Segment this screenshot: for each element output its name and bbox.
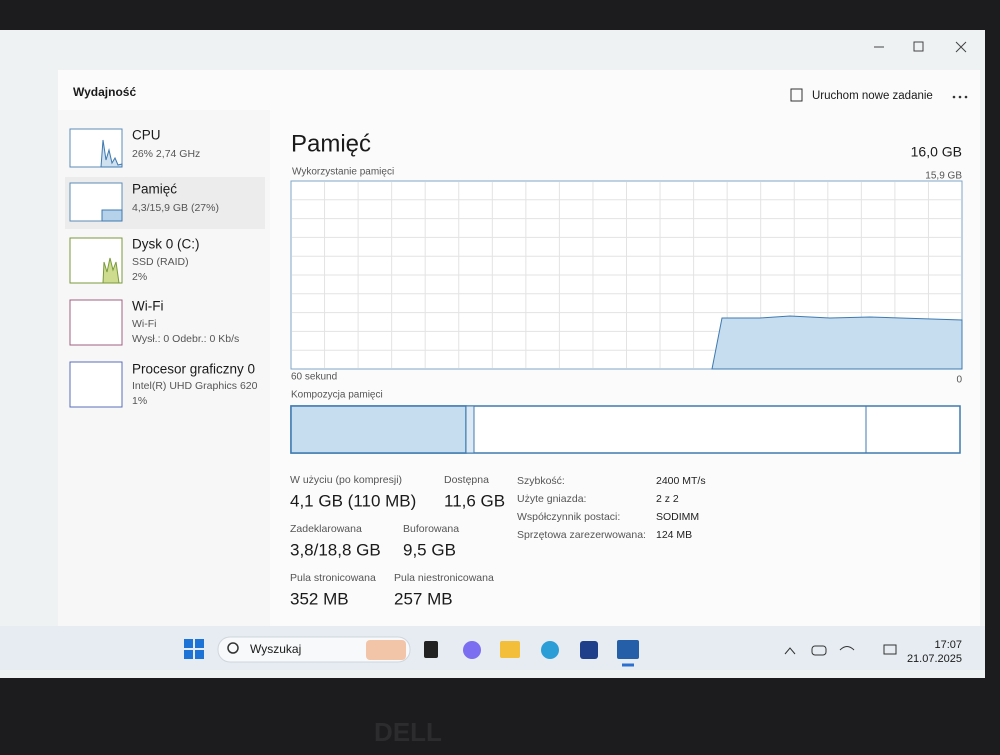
detail-value: 2400 MT/s <box>656 475 706 487</box>
app-icon[interactable] <box>617 640 639 659</box>
taskbar <box>0 626 985 670</box>
thumb-graph <box>101 209 123 222</box>
item-sub: SSD (RAID) <box>132 256 189 268</box>
item-title: Procesor graficzny 0 <box>132 362 255 377</box>
stat-value: 9,5 GB <box>403 540 456 559</box>
item-sub: Wysł.: 0 Odebr.: 0 Kb/s <box>132 333 239 345</box>
tray-icon[interactable] <box>811 645 827 656</box>
detail-label: Sprzętowa zarezerwowana: <box>517 529 646 541</box>
detail-label: Użyte gniazda: <box>517 493 586 505</box>
graph-end: 0 <box>956 375 962 386</box>
stat-value: 257 MB <box>394 589 453 608</box>
sidebar-item[interactable]: Procesor graficzny 0 Intel(R) UHD Graphi… <box>69 361 258 408</box>
composition-label: Kompozycja pamięci <box>291 390 383 401</box>
wifi-icon[interactable] <box>839 646 855 651</box>
composition-used <box>290 405 467 454</box>
detail-value: 2 z 2 <box>656 493 679 505</box>
app-icon[interactable] <box>580 641 598 659</box>
search-box[interactable] <box>217 636 411 663</box>
battery-icon[interactable] <box>883 644 897 655</box>
item-sub: Intel(R) UHD Graphics 620 <box>132 380 258 392</box>
run-task-icon[interactable] <box>790 88 803 102</box>
search-text[interactable]: Wyszukaj <box>250 642 301 656</box>
sidebar-item[interactable]: Dysk 0 (C:) SSD (RAID) 2% <box>69 237 200 284</box>
stat-label: Dostępna <box>444 474 489 486</box>
stat-label: W użyciu (po kompresji) <box>290 474 402 486</box>
total-memory: 16,0 GB <box>911 144 962 160</box>
app-icon[interactable] <box>463 641 481 659</box>
detail-label: Współczynnik postaci: <box>517 511 620 523</box>
stat-value: 3,8/18,8 GB <box>290 540 381 559</box>
item-title: Wi-Fi <box>132 299 163 314</box>
item-sub: 4,3/15,9 GB (27%) <box>132 202 219 214</box>
tray-chevron[interactable] <box>784 647 796 655</box>
detail-label: Szybkość: <box>517 475 565 487</box>
clock-time[interactable]: 17:07 <box>934 639 962 651</box>
graph-label: Wykorzystanie pamięci <box>292 167 394 178</box>
search-highlight <box>366 640 406 660</box>
thumb-graph <box>100 139 123 168</box>
sidebar-item[interactable]: Pamięć 4,3/15,9 GB (27%) <box>69 182 219 222</box>
detail-value: SODIMM <box>656 511 699 523</box>
sidebar-item[interactable]: Wi-Fi Wi-Fi Wysł.: 0 Odebr.: 0 Kb/s <box>69 299 239 346</box>
app-icon[interactable] <box>500 641 520 658</box>
stat-label: Pula niestronicowana <box>394 572 494 584</box>
start-button[interactable] <box>184 639 204 659</box>
graph-max: 15,9 GB <box>925 171 962 182</box>
close-button[interactable] <box>955 41 967 53</box>
bezel-logo: DELL <box>374 717 442 747</box>
thumbnail <box>69 299 123 346</box>
main-title: Pamięć <box>291 130 371 157</box>
stat-value: 11,6 GB <box>444 491 505 510</box>
detail-value: 124 MB <box>656 529 692 541</box>
thumbnail <box>69 361 123 408</box>
stat-label: Pula stronicowana <box>290 572 376 584</box>
composition-modified <box>465 405 475 454</box>
sidebar-item[interactable]: CPU 26% 2,74 GHz <box>69 128 200 168</box>
more-button[interactable] <box>952 95 968 99</box>
usage-area <box>711 315 963 370</box>
item-title: CPU <box>132 128 161 143</box>
app-icon[interactable] <box>541 641 559 659</box>
item-sub: 2% <box>132 271 147 283</box>
stat-value: 4,1 GB (110 MB) <box>290 491 416 510</box>
stat-label: Buforowana <box>403 523 459 535</box>
clock-date[interactable]: 21.07.2025 <box>907 653 962 665</box>
item-sub: Wi-Fi <box>132 318 157 330</box>
item-title: Dysk 0 (C:) <box>132 237 200 252</box>
thumb-graph <box>102 257 120 284</box>
stat-label: Zadeklarowana <box>290 523 362 535</box>
stat-value: 352 MB <box>290 589 349 608</box>
graph-span: 60 sekund <box>291 372 337 383</box>
app-icon[interactable] <box>424 641 438 658</box>
maximize-button[interactable] <box>913 41 924 52</box>
header-title: Wydajność <box>73 85 136 99</box>
item-sub: 1% <box>132 395 147 407</box>
search-icon <box>227 642 239 654</box>
item-title: Pamięć <box>132 182 177 197</box>
run-task[interactable]: Uruchom nowe zadanie <box>812 90 933 102</box>
item-sub: 26% 2,74 GHz <box>132 148 200 160</box>
